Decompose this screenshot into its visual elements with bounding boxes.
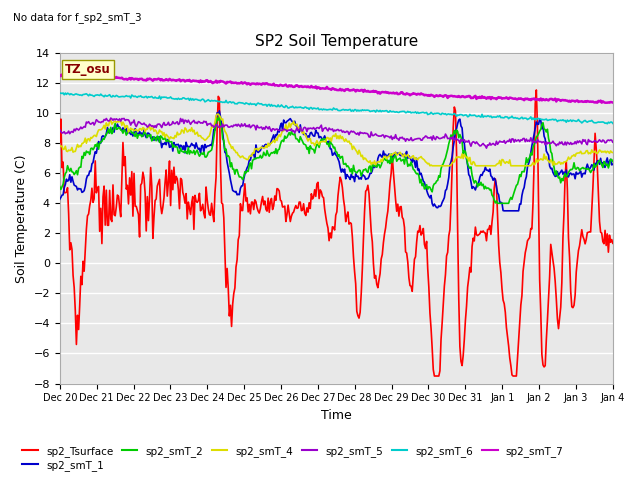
Y-axis label: Soil Temperature (C): Soil Temperature (C) bbox=[15, 154, 28, 283]
Legend: sp2_Tsurface, sp2_smT_1, sp2_smT_2, sp2_smT_4, sp2_smT_5, sp2_smT_6, sp2_smT_7: sp2_Tsurface, sp2_smT_1, sp2_smT_2, sp2_… bbox=[18, 442, 568, 475]
Text: TZ_osu: TZ_osu bbox=[65, 63, 111, 76]
Text: No data for f_sp2_smT_3: No data for f_sp2_smT_3 bbox=[13, 12, 141, 23]
Title: SP2 Soil Temperature: SP2 Soil Temperature bbox=[255, 34, 418, 49]
X-axis label: Time: Time bbox=[321, 409, 351, 422]
